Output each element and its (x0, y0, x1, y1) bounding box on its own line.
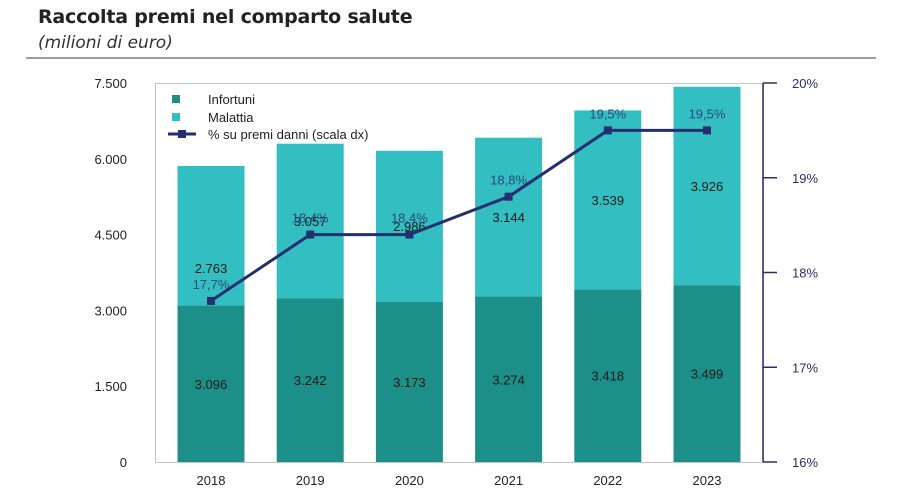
left-tick-label: 7.500 (94, 76, 127, 91)
percent-marker (603, 126, 612, 135)
percent-label: 19,5% (589, 106, 626, 121)
legend-swatch-infortuni (172, 95, 180, 103)
percent-marker (504, 192, 513, 201)
percent-line (210, 128, 707, 303)
x-tick-label: 2018 (197, 473, 226, 488)
right-tick-label: 20% (792, 76, 818, 91)
bar-label-malattia: 3.539 (592, 193, 625, 208)
x-axis: 2018 2019 2020 2021 2022 2023 (197, 473, 722, 488)
right-axis: 16% 17% 18% 19% 20% (762, 76, 818, 470)
bar-label-infortuni: 3.499 (691, 367, 724, 382)
legend-label-malattia: Malattia (208, 110, 254, 125)
percent-label: 18,8% (490, 173, 527, 188)
bar-infortuni (673, 285, 741, 462)
percent-marker (405, 230, 414, 239)
bar-infortuni (177, 305, 245, 462)
right-tick-label: 16% (792, 455, 818, 470)
bar-label-infortuni: 3.418 (592, 369, 625, 384)
left-tick-label: 6.000 (94, 152, 127, 167)
percent-label: 18,4% (391, 211, 428, 226)
line-series (207, 126, 711, 305)
bar-label-malattia: 3.057 (294, 214, 327, 229)
bar-malattia (574, 110, 642, 290)
bar-label-infortuni: 3.274 (492, 372, 525, 387)
right-tick-label: 19% (792, 171, 818, 186)
x-tick-label: 2021 (494, 473, 523, 488)
x-tick-label: 2020 (395, 473, 424, 488)
bar-malattia (475, 137, 543, 297)
percent-label: 17,7% (193, 277, 230, 292)
bar-label-infortuni: 3.242 (294, 373, 327, 388)
legend-label-percent: % su premi danni (scala dx) (208, 127, 368, 142)
bar-infortuni (375, 301, 443, 462)
bar-label-infortuni: 3.096 (195, 377, 228, 392)
bar-label-malattia: 3.144 (492, 210, 525, 225)
x-tick-label: 2022 (593, 473, 622, 488)
bar-label-infortuni: 3.173 (393, 375, 426, 390)
bar-malattia (673, 86, 741, 286)
left-tick-label: 0 (120, 455, 127, 470)
legend-swatch-malattia (172, 113, 180, 121)
right-tick-label: 17% (792, 360, 818, 375)
legend-label-infortuni: Infortuni (208, 92, 255, 107)
left-tick-label: 3.000 (94, 303, 127, 318)
line-labels: 17,7% 18,4% 18,4% 18,8% 19,5% 19,5% (193, 106, 726, 292)
bar-infortuni (574, 289, 642, 462)
bar-infortuni (475, 296, 543, 462)
bar-malattia (276, 143, 344, 299)
bars (177, 86, 741, 462)
percent-marker (306, 230, 315, 239)
x-tick-label: 2019 (296, 473, 325, 488)
chart-title: Raccolta premi nel comparto salute (38, 6, 413, 28)
percent-marker (207, 296, 215, 305)
legend-marker-icon (178, 130, 186, 138)
bar-infortuni (276, 298, 344, 462)
bar-label-malattia: 3.926 (691, 179, 724, 194)
title-divider (26, 57, 876, 59)
percent-marker (703, 126, 711, 135)
percent-label: 18,4% (292, 211, 329, 226)
chart-subtitle: (milioni di euro) (38, 33, 173, 53)
left-tick-label: 1.500 (94, 379, 127, 394)
bar-label-malattia: 2.763 (195, 261, 228, 276)
left-tick-label: 4.500 (94, 228, 127, 243)
x-tick-label: 2023 (693, 473, 722, 488)
bar-labels: 3.0962.7633.2423.0573.1732.9863.2743.144… (195, 179, 724, 392)
legend: Infortuni Malattia % su premi danni (sca… (168, 92, 368, 142)
left-axis: 0 1.500 3.000 4.500 6.000 7.500 (94, 76, 127, 470)
percent-label: 19,5% (689, 106, 726, 121)
right-tick-label: 18% (792, 266, 818, 281)
bar-malattia (177, 165, 245, 306)
